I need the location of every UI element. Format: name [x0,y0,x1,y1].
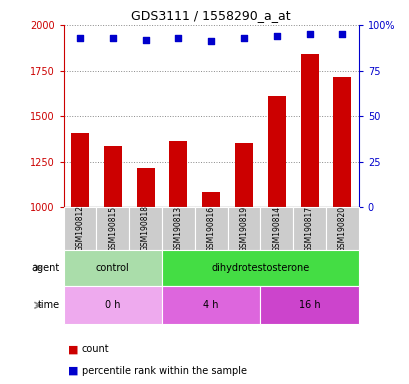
Bar [169,141,187,207]
Bar [136,168,154,207]
Bar [325,207,358,250]
Text: 16 h: 16 h [298,300,319,310]
Point [240,35,247,41]
Text: GSM190816: GSM190816 [206,205,215,252]
Point [109,35,116,41]
Bar [260,207,292,250]
Text: percentile rank within the sample: percentile rank within the sample [82,366,246,376]
Text: ■: ■ [67,366,78,376]
Bar [162,207,194,250]
Point [142,36,148,43]
Bar [63,250,162,286]
Bar [333,77,351,207]
Bar [103,146,121,207]
Bar [227,207,260,250]
Bar [194,207,227,250]
Title: GDS3111 / 1558290_a_at: GDS3111 / 1558290_a_at [131,9,290,22]
Point [273,33,279,39]
Bar [300,54,318,207]
Text: time: time [37,300,59,310]
Text: GSM190813: GSM190813 [173,205,182,252]
Bar [71,132,89,207]
Bar [162,286,260,324]
Text: agent: agent [31,263,59,273]
Text: GSM190812: GSM190812 [75,205,84,252]
Bar [129,207,162,250]
Bar [63,286,162,324]
Text: 0 h: 0 h [105,300,120,310]
Point [338,31,345,37]
Point [175,35,181,41]
Bar [234,142,252,207]
Text: GSM190820: GSM190820 [337,205,346,252]
Text: 4 h: 4 h [203,300,218,310]
Bar [63,207,96,250]
Text: count: count [82,344,109,354]
Bar [260,286,358,324]
Text: GSM190819: GSM190819 [239,205,248,252]
Point [306,31,312,37]
Text: control: control [96,263,129,273]
Point [76,35,83,41]
Bar [267,96,285,207]
Text: GSM190817: GSM190817 [304,205,313,252]
Text: GSM190814: GSM190814 [272,205,281,252]
Point [207,38,214,45]
Text: GSM190818: GSM190818 [141,205,150,252]
Bar [96,207,129,250]
Bar [292,207,325,250]
Bar [162,250,358,286]
Bar [202,192,220,207]
Text: ■: ■ [67,344,78,354]
Text: GSM190815: GSM190815 [108,205,117,252]
Text: dihydrotestosterone: dihydrotestosterone [211,263,309,273]
